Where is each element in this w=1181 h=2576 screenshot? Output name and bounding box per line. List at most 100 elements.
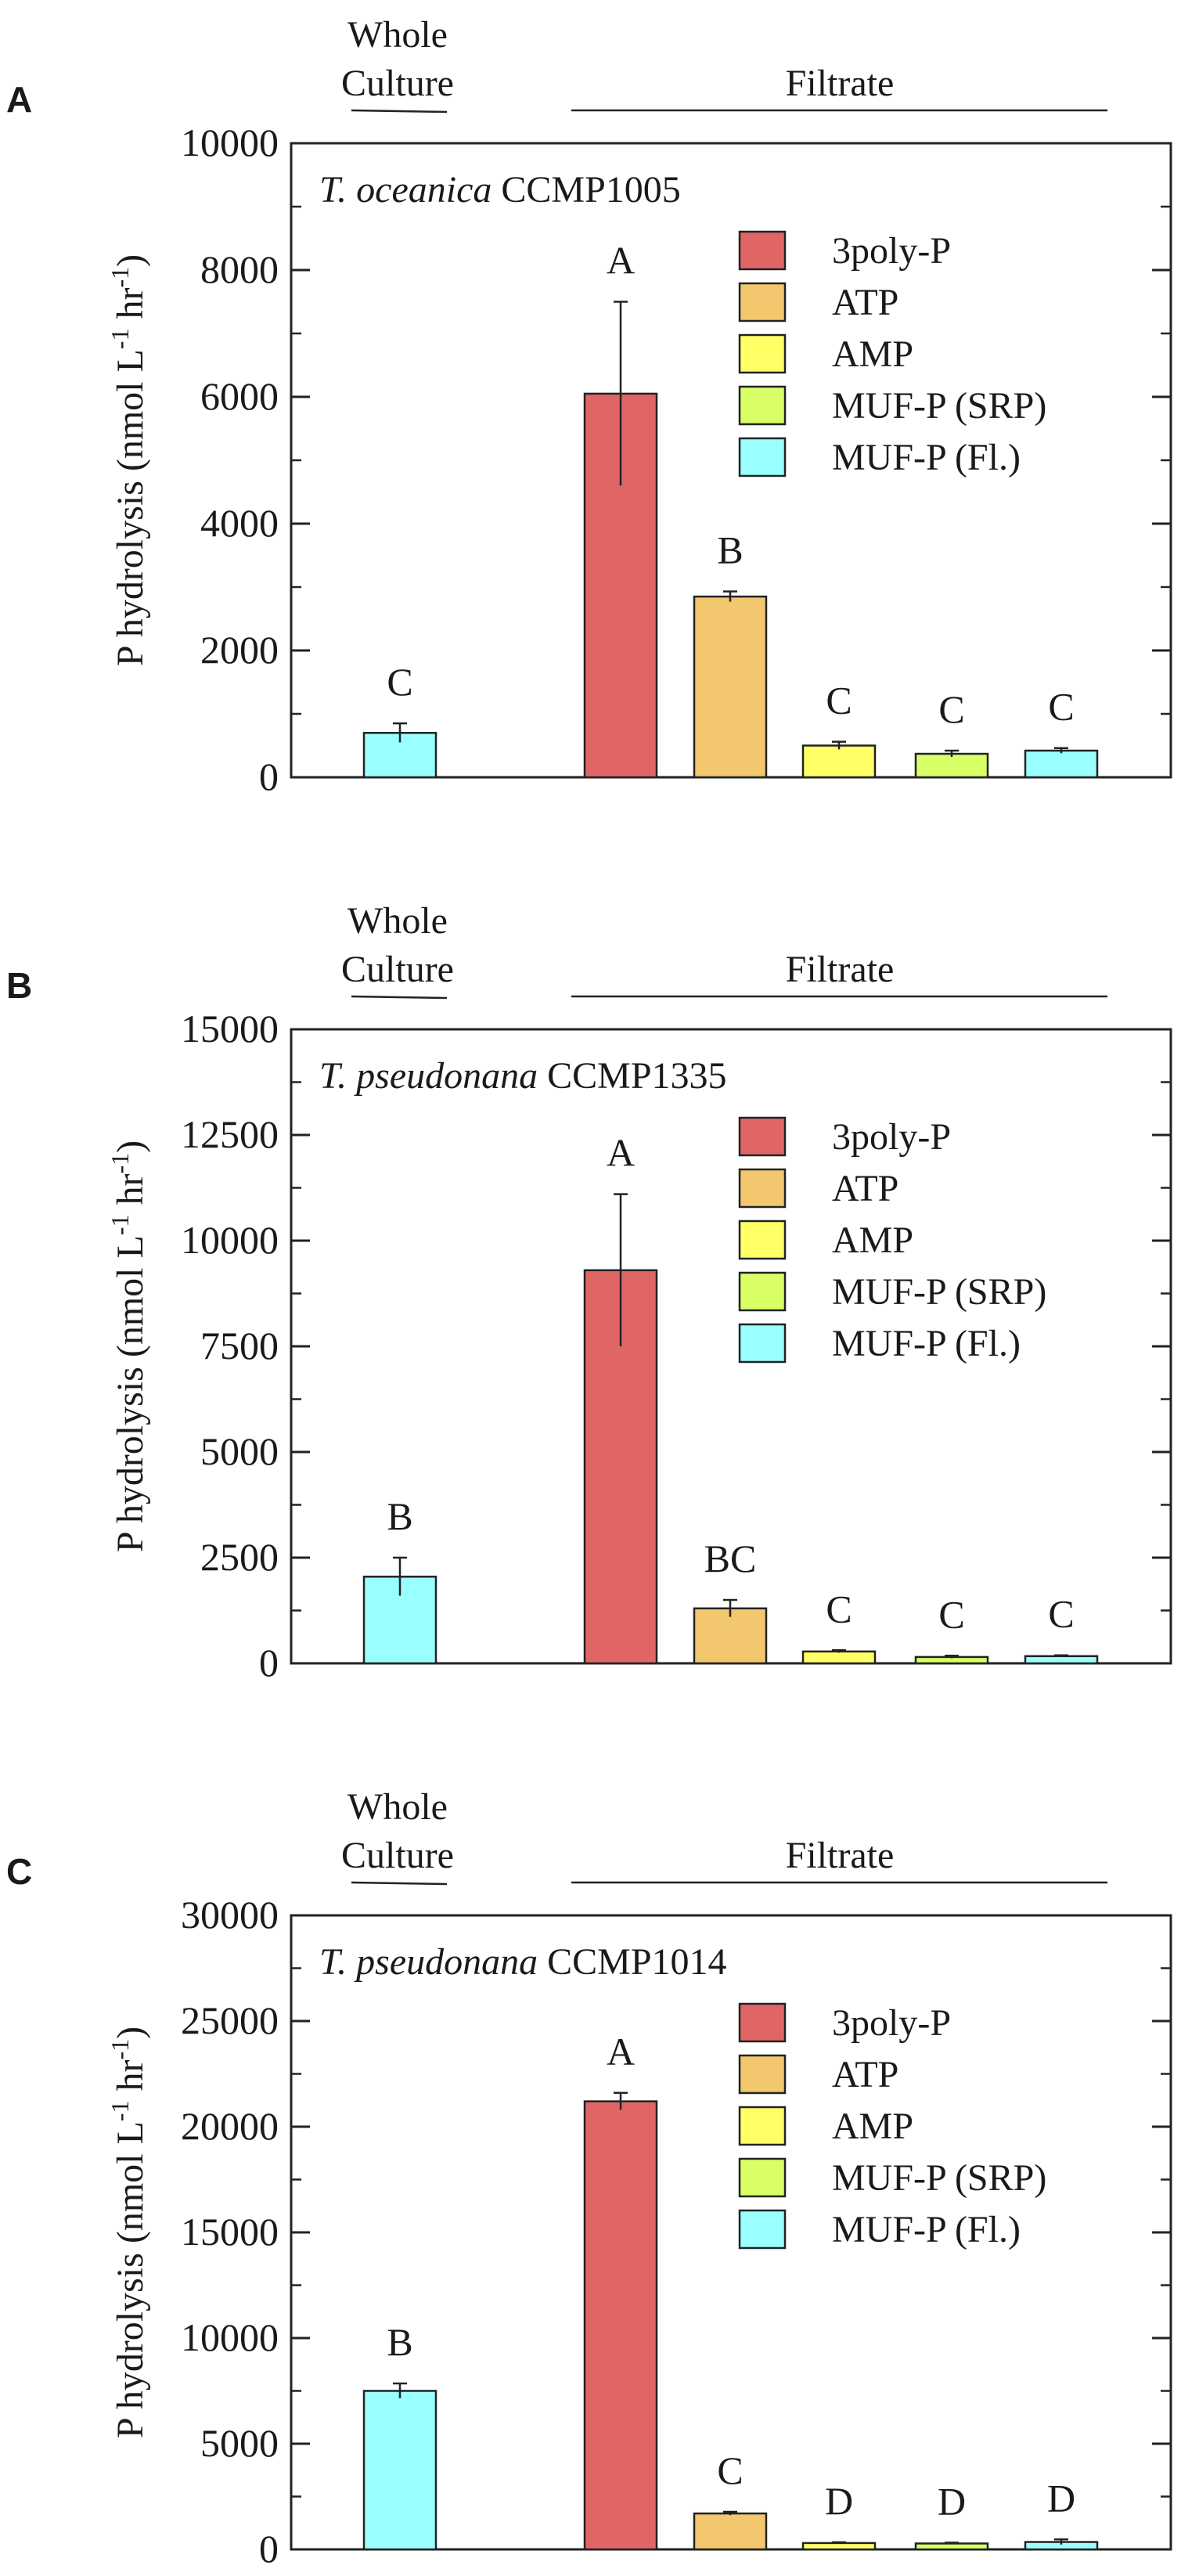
y-tick-label: 15000 <box>181 1007 279 1050</box>
panel-b: B Whole Culture Filtrate 0 2500 5000 7500 10000 1… <box>6 900 1172 1684</box>
y-axis-label-part: ) <box>110 1140 151 1153</box>
y-tick-label: 0 <box>259 755 279 798</box>
chart-title-species: T. pseudonana <box>319 1941 538 1983</box>
significance-letter: C <box>826 679 852 722</box>
bar-amp <box>801 1650 877 1665</box>
legend-swatch <box>738 230 787 271</box>
y-tick-label: 0 <box>259 2527 279 2571</box>
legend-label: MUF-P (Fl.) <box>832 1323 1021 1364</box>
significance-letter: C <box>938 687 964 731</box>
header-whole-underline <box>351 109 448 113</box>
y-axis-label: P hydrolysis (nmol L-1 hr-1) <box>106 1140 151 1552</box>
y-axis-label-part: P hydrolysis (nmol L <box>110 1235 151 1552</box>
legend-swatch <box>738 1323 787 1364</box>
y-tick-label: 20000 <box>181 2104 279 2148</box>
legend-swatch <box>738 2157 787 2198</box>
chart-title-strain: CCMP1005 <box>491 169 680 211</box>
y-axis-label-part: hr <box>110 1174 151 1215</box>
significance-letter: C <box>387 660 412 704</box>
significance-letter: C <box>1048 685 1074 729</box>
chart-title: T. oceanica CCMP1005 <box>319 169 681 211</box>
header-whole-line1: Whole <box>347 1786 448 1828</box>
y-tick-label: 10000 <box>181 2315 279 2359</box>
y-tick-label: 2500 <box>200 1535 279 1579</box>
legend-swatch <box>738 1220 787 1260</box>
bar-amp <box>801 2542 877 2551</box>
legend-swatch <box>738 282 787 322</box>
panel-a: A Whole Culture Filtrate 0 2000 4000 6000 8000 10… <box>6 14 1172 798</box>
y-axis-label-superscript: -1 <box>106 2101 134 2122</box>
chart-title: T. pseudonana CCMP1014 <box>319 1941 727 1983</box>
legend-swatch <box>738 1116 787 1157</box>
legend-label: MUF-P (Fl.) <box>832 437 1021 478</box>
legend-swatch <box>738 385 787 426</box>
y-axis-label-part: hr <box>110 2060 151 2101</box>
significance-letter: BC <box>704 1537 757 1580</box>
bar-amp <box>801 744 877 779</box>
y-axis-label-part: P hydrolysis (nmol L <box>110 2121 151 2438</box>
legend-label: AMP <box>832 1220 913 1261</box>
bar-atp <box>693 595 768 779</box>
significance-letter: D <box>938 2479 966 2523</box>
header-filtrate: Filtrate <box>786 949 895 990</box>
y-tick-label: 10000 <box>181 121 279 164</box>
y-tick-label: 8000 <box>200 247 279 291</box>
y-tick-label: 6000 <box>200 374 279 418</box>
bar-muf-p-srp <box>914 752 989 779</box>
significance-letter: C <box>717 2448 743 2492</box>
legend-label: 3poly-P <box>832 1116 951 1158</box>
legend-label: MUF-P (SRP) <box>832 385 1046 427</box>
chart-title-strain: CCMP1335 <box>538 1055 726 1097</box>
panel-letter: C <box>6 1851 32 1892</box>
bar-muf-p-fl <box>1024 1655 1099 1665</box>
legend-swatch <box>738 2106 787 2146</box>
y-tick-label: 4000 <box>200 501 279 545</box>
y-tick-label: 7500 <box>200 1324 279 1367</box>
legend-swatch <box>738 437 787 477</box>
legend-swatch <box>738 1168 787 1209</box>
legend-label: ATP <box>832 282 898 323</box>
y-tick-label: 25000 <box>181 1998 279 2042</box>
significance-letter: D <box>825 2479 853 2523</box>
y-tick-label: 5000 <box>200 1429 279 1473</box>
legend-swatch <box>738 333 787 374</box>
y-tick-label: 30000 <box>181 1893 279 1937</box>
y-axis-label-part: hr <box>110 288 151 329</box>
header-filtrate: Filtrate <box>786 1835 895 1876</box>
bar-atp <box>693 2512 768 2551</box>
significance-letter: C <box>1048 1592 1074 1636</box>
y-tick-label: 10000 <box>181 1218 279 1262</box>
panel-letter: A <box>6 79 32 120</box>
header-whole-underline <box>351 1881 448 1886</box>
y-axis-label-part: ) <box>110 2027 151 2039</box>
chart-title-species: T. pseudonana <box>319 1055 538 1097</box>
significance-letter: A <box>607 1131 635 1175</box>
legend-label: MUF-P (SRP) <box>832 1271 1046 1313</box>
header-whole-underline <box>351 995 448 1000</box>
panel-letter: B <box>6 965 32 1006</box>
y-tick-label: 0 <box>259 1641 279 1684</box>
y-axis-label-superscript: -1 <box>106 1215 134 1236</box>
legend-swatch <box>738 1271 787 1312</box>
significance-letter: A <box>607 2030 635 2073</box>
significance-letter: A <box>607 239 635 283</box>
y-axis-label-superscript: -1 <box>106 1153 134 1174</box>
header-whole-line2: Culture <box>341 1835 454 1876</box>
y-tick-label: 2000 <box>200 628 279 672</box>
legend-label: 3poly-P <box>832 2002 951 2044</box>
y-axis-label-part: P hydrolysis (nmol L <box>110 349 151 666</box>
bar-muf-p-srp <box>914 2542 989 2551</box>
legend-label: MUF-P (SRP) <box>832 2157 1046 2199</box>
bar-muf-p-fl <box>1024 749 1099 779</box>
bar-muf-p-fl <box>362 2390 437 2551</box>
significance-letter: D <box>1047 2476 1075 2520</box>
significance-letter: B <box>387 2320 412 2364</box>
y-axis-label-part: ) <box>110 254 151 267</box>
header-filtrate: Filtrate <box>786 63 895 104</box>
legend-swatch <box>738 2209 787 2250</box>
y-axis-label: P hydrolysis (nmol L-1 hr-1) <box>106 2027 151 2438</box>
legend-label: MUF-P (Fl.) <box>832 2209 1021 2250</box>
bar-3poly-p <box>583 2100 658 2551</box>
significance-letter: B <box>387 1494 412 1538</box>
y-axis-label-superscript: -1 <box>106 329 134 350</box>
